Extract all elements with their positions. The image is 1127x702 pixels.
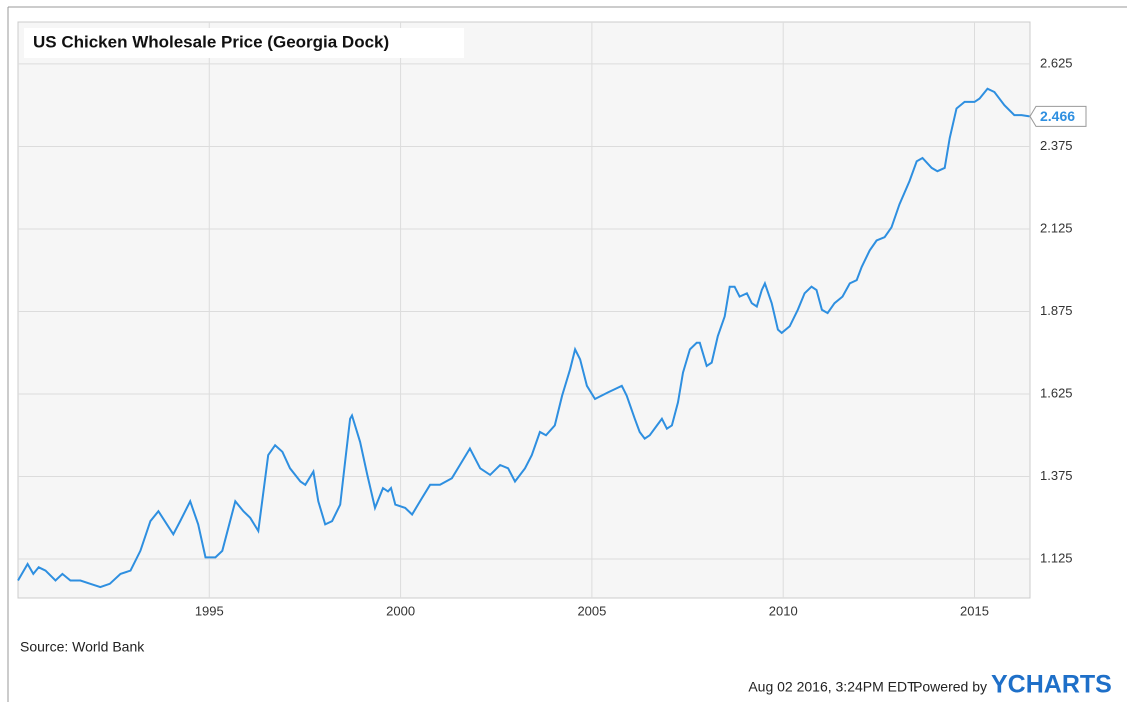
y-tick-label: 2.375 [1040,138,1073,153]
last-value-label: 2.466 [1040,108,1075,124]
series [17,87,1030,589]
source: Source: World Bank [20,639,145,655]
x-tick-label: 2015 [960,603,989,618]
y-tick-label: 2.125 [1040,220,1073,235]
x-tick-label: 2000 [386,603,415,618]
powered-by: Powered by [913,679,987,695]
y-tick-label: 1.875 [1040,303,1073,318]
x-tick-label: 2005 [577,603,606,618]
price-line [17,87,1030,589]
plot-area [17,21,1031,599]
y-tick-label: 2.625 [1040,55,1073,70]
x-tick-label: 2010 [769,603,798,618]
last-value-box [1029,105,1087,127]
x-tick-label: 1995 [195,603,224,618]
y-tick-label: 1.625 [1040,385,1073,400]
brand: YCHARTS [991,671,1112,699]
chart-title: US Chicken Wholesale Price (Georgia Dock… [33,32,389,51]
grid [18,22,1030,598]
title-box [24,28,464,58]
y-tick-label: 1.375 [1040,468,1073,483]
y-tick-label: 1.125 [1040,550,1073,565]
timestamp: Aug 02 2016, 3:24PM EDT. [748,679,918,695]
